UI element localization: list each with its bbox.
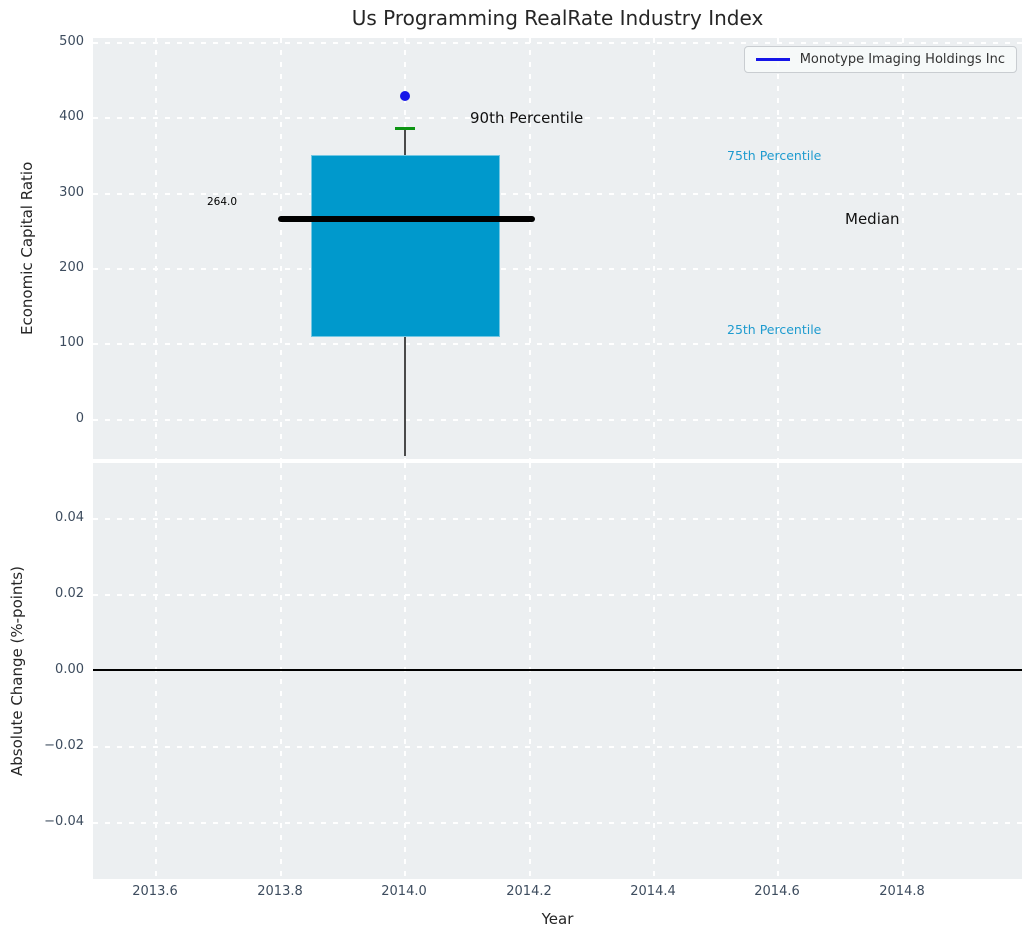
gridline-v xyxy=(777,463,779,879)
gridline-h xyxy=(93,42,1022,44)
gridline-h xyxy=(93,518,1022,520)
ytick-bottom: −0.02 xyxy=(44,738,84,753)
bottom-plot-area xyxy=(93,463,1022,879)
top-plot-area: 264.0 90th Percentile 75th Percentile Me… xyxy=(93,38,1022,459)
gridline-v xyxy=(902,38,904,459)
gridline-v xyxy=(529,463,531,879)
legend-line-swatch xyxy=(755,58,790,61)
x-axis-label: Year xyxy=(541,910,574,928)
gridline-v xyxy=(155,38,157,459)
ytick-top: 200 xyxy=(59,260,84,275)
gridline-v xyxy=(280,38,282,459)
xtick: 2013.6 xyxy=(132,884,178,899)
xtick: 2014.4 xyxy=(630,884,676,899)
ytick-bottom: 0.00 xyxy=(55,662,84,677)
ytick-bottom: 0.02 xyxy=(55,586,84,601)
legend-label: Monotype Imaging Holdings Inc xyxy=(799,52,1005,67)
boxplot-90th-percentile-cap xyxy=(395,127,415,130)
median-value-label: 264.0 xyxy=(207,196,238,208)
gridline-v xyxy=(777,38,779,459)
annotation-90th-percentile: 90th Percentile xyxy=(470,109,584,127)
ytick-bottom: 0.04 xyxy=(55,510,84,525)
xtick: 2014.6 xyxy=(754,884,800,899)
gridline-v xyxy=(529,38,531,459)
xtick: 2014.0 xyxy=(381,884,427,899)
annotation-25th-percentile: 25th Percentile xyxy=(727,322,822,337)
gridline-h xyxy=(93,343,1022,345)
annotation-median: Median xyxy=(845,210,900,228)
annotation-75th-percentile: 75th Percentile xyxy=(727,148,822,163)
gridline-v xyxy=(155,463,157,879)
ytick-top: 0 xyxy=(75,411,84,426)
xtick: 2013.8 xyxy=(257,884,303,899)
ytick-top: 500 xyxy=(59,34,84,49)
gridline-v xyxy=(280,463,282,879)
gridline-h xyxy=(93,193,1022,195)
xtick: 2014.2 xyxy=(506,884,552,899)
y-axis-label-top: Economic Capital Ratio xyxy=(18,161,36,335)
gridline-h xyxy=(93,746,1022,748)
ytick-top: 300 xyxy=(59,185,84,200)
ytick-bottom: −0.04 xyxy=(44,814,84,829)
ytick-top: 100 xyxy=(59,335,84,350)
boxplot-box-iqr xyxy=(311,155,500,337)
zero-reference-line xyxy=(93,669,1022,671)
gridline-v xyxy=(653,463,655,879)
gridline-h xyxy=(93,822,1022,824)
boxplot-median-line xyxy=(278,216,535,222)
ytick-top: 400 xyxy=(59,109,84,124)
chart-title: Us Programming RealRate Industry Index xyxy=(351,6,764,30)
gridline-h xyxy=(93,117,1022,119)
gridline-v xyxy=(902,463,904,879)
xtick: 2014.8 xyxy=(879,884,925,899)
legend: Monotype Imaging Holdings Inc xyxy=(743,46,1017,73)
gridline-h xyxy=(93,268,1022,270)
boxplot-outlier-dot xyxy=(400,91,410,101)
gridline-h xyxy=(93,594,1022,596)
gridline-h xyxy=(93,419,1022,421)
y-axis-label-bottom: Absolute Change (%-points) xyxy=(8,566,26,776)
gridline-v xyxy=(653,38,655,459)
gridline-v xyxy=(404,463,406,879)
